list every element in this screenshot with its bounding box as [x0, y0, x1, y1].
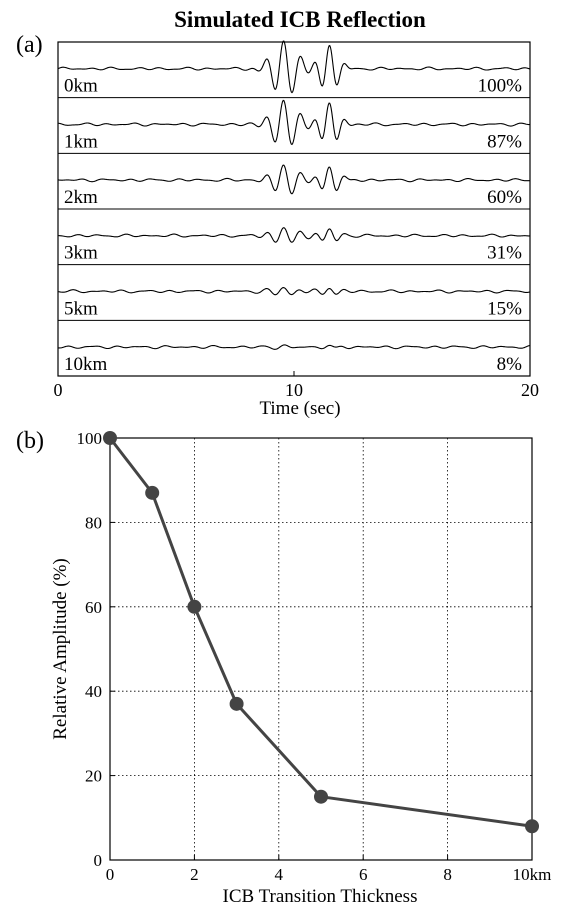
panel-b-series: [103, 431, 539, 834]
panel-b-x-tick-label: 4: [275, 865, 284, 884]
trace-label: 5km: [64, 298, 98, 319]
panel-a-seismograms: (a) 0km 100% 1km 87% 2km 60% 3km 31% 5km 15% 10km 8…: [16, 32, 539, 419]
trace-group: 0km 100% 1km 87% 2km 60% 3km 31% 5km 15% 10km 8%: [57, 40, 531, 375]
panel-b-x-tick-label: 10km: [513, 865, 552, 884]
panel-b-x-tick-label: 8: [443, 865, 452, 884]
panel-a-x-tick-label: 0: [54, 380, 63, 400]
figure-title: Simulated ICB Reflection: [174, 7, 426, 32]
panel-b-x-tick-label: 0: [106, 865, 115, 884]
data-point: [314, 789, 328, 804]
panel-b-frame: [109, 437, 533, 861]
panel-b-ticks: 0 2 4 6 8 10km 0 20 40 60 80 100: [77, 429, 552, 884]
panel-a-label: (a): [16, 32, 43, 58]
panel-b-y-tick-label: 40: [85, 682, 102, 701]
panel-b-y-tick-label: 100: [77, 429, 103, 448]
trace-amplitude-label: 100%: [478, 76, 523, 97]
panel-a-x-axis-label: Time (sec): [259, 398, 340, 419]
trace-amplitude-label: 87%: [487, 131, 522, 152]
trace-label: 3km: [64, 243, 98, 264]
trace-label: 1km: [64, 131, 98, 152]
panel-b-y-tick-label: 20: [85, 767, 102, 786]
trace-10km: [57, 344, 531, 350]
data-point: [187, 599, 202, 614]
trace-amplitude-label: 8%: [497, 354, 523, 375]
panel-b-y-axis-label: Relative Amplitude (%): [50, 558, 71, 740]
data-point: [103, 431, 117, 445]
amplitude-line: [108, 437, 533, 828]
trace-1km: [57, 99, 531, 146]
trace-0km: [57, 40, 531, 94]
panel-b-y-tick-label: 60: [85, 598, 102, 617]
panel-b-y-tick-label: 80: [85, 513, 102, 532]
data-point: [145, 485, 160, 500]
trace-label: 0km: [64, 76, 98, 97]
panel-a-x-tick-label: 20: [521, 380, 539, 400]
trace-amplitude-label: 31%: [487, 243, 522, 264]
data-point: [525, 819, 539, 834]
data-point: [229, 696, 244, 711]
trace-amplitude-label: 15%: [487, 298, 522, 319]
panel-a-x-tick-label: 10: [285, 380, 303, 400]
trace-label: 10km: [64, 354, 108, 375]
trace-3km: [57, 227, 531, 243]
panel-b-x-tick-label: 6: [359, 865, 368, 884]
panel-b-amplitude-plot: (b) 0 2 4 6 8 10km 0 20 40 60 80 100 ICB Transition…: [16, 428, 551, 907]
panel-b-y-tick-label: 0: [94, 851, 103, 870]
trace-label: 2km: [64, 187, 98, 208]
panel-a-x-ticks: 0 10 20: [54, 371, 539, 400]
trace-5km: [57, 287, 531, 296]
trace-2km: [57, 164, 531, 195]
panel-b-x-axis-label: ICB Transition Thickness: [223, 886, 418, 907]
trace-amplitude-label: 60%: [487, 187, 522, 208]
panel-b-label: (b): [16, 428, 44, 454]
panel-b-x-tick-label: 2: [190, 865, 199, 884]
